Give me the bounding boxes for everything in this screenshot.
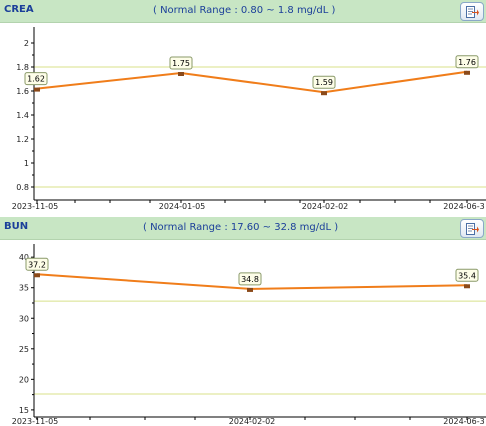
- data-label: 1.59: [315, 78, 333, 87]
- data-label: 1.62: [27, 75, 45, 84]
- export-icon: [466, 6, 479, 18]
- y-tick-label: 1.2: [16, 135, 29, 144]
- data-point: [34, 273, 40, 278]
- x-tick-label: 2024-06-3: [443, 417, 484, 426]
- data-label: 34.8: [241, 275, 259, 284]
- crea-export-button[interactable]: [460, 2, 484, 21]
- x-tick-label: 2024-02-02: [229, 417, 276, 426]
- y-tick-label: 1: [24, 159, 29, 168]
- crea-panel-header: CREA ( Normal Range : 0.80 ~ 1.8 mg/dL ): [0, 0, 486, 23]
- data-label-box: [25, 257, 49, 271]
- data-label-box: [169, 56, 193, 70]
- y-tick-label: 35: [19, 284, 29, 293]
- data-label: 35.4: [458, 271, 476, 280]
- x-tick-label: 2024-02-02: [302, 202, 349, 211]
- export-icon: [466, 223, 479, 235]
- bun-normal-range: ( Normal Range : 17.60 ~ 32.8 mg/dL ): [143, 222, 339, 233]
- series-line: [36, 70, 468, 94]
- data-label-box: [24, 72, 48, 86]
- data-point: [178, 72, 184, 76]
- data-point: [247, 287, 253, 292]
- data-label: 1.75: [172, 59, 190, 68]
- bun-panel-header: BUN ( Normal Range : 17.60 ~ 32.8 mg/dL …: [0, 217, 486, 240]
- crea-chart: 0.8 1 1.2 1.4 1.6 1.8 2 2023-11-05 2024-01-05 202…: [12, 27, 486, 211]
- y-tick-label: 15: [19, 406, 29, 415]
- x-tick-label: 2024-01-05: [159, 202, 206, 211]
- bun-export-button[interactable]: [460, 219, 484, 238]
- data-label: 37.2: [28, 260, 46, 269]
- crea-panel: CREA ( Normal Range : 0.80 ~ 1.8 mg/dL )…: [0, 0, 486, 211]
- data-label-box: [312, 75, 336, 89]
- y-tick-label: 0.8: [16, 183, 29, 192]
- data-label: 1.76: [458, 58, 476, 67]
- y-tick-label: 1.4: [16, 111, 29, 120]
- y-tick-label: 1.6: [16, 87, 29, 96]
- y-tick-label: 1.8: [16, 63, 29, 72]
- data-point: [464, 284, 470, 289]
- crea-panel-title: CREA: [4, 4, 34, 15]
- crea-normal-range: ( Normal Range : 0.80 ~ 1.8 mg/dL ): [153, 5, 336, 16]
- x-tick-label: 2024-06-3: [443, 202, 484, 211]
- y-tick-label: 25: [19, 345, 29, 354]
- y-tick-label: 30: [19, 314, 29, 323]
- data-point: [34, 87, 40, 92]
- x-tick-label: 2023-11-05: [12, 202, 59, 211]
- bun-chart: 15 20 25 30 35 40 2023-11-05 2024-02-02 2024-06-…: [12, 244, 486, 426]
- x-tick-label: 2023-11-05: [12, 417, 59, 426]
- y-tick-label: 20: [19, 375, 29, 384]
- data-label-box: [455, 268, 479, 282]
- y-tick-label: 2: [24, 39, 29, 48]
- data-label-box: [238, 272, 262, 286]
- data-point: [464, 70, 470, 75]
- bun-panel: BUN ( Normal Range : 17.60 ~ 32.8 mg/dL …: [0, 217, 486, 426]
- data-point: [321, 91, 327, 96]
- bun-panel-title: BUN: [4, 221, 29, 232]
- y-tick-label: 40: [19, 253, 29, 262]
- data-label-box: [455, 55, 479, 69]
